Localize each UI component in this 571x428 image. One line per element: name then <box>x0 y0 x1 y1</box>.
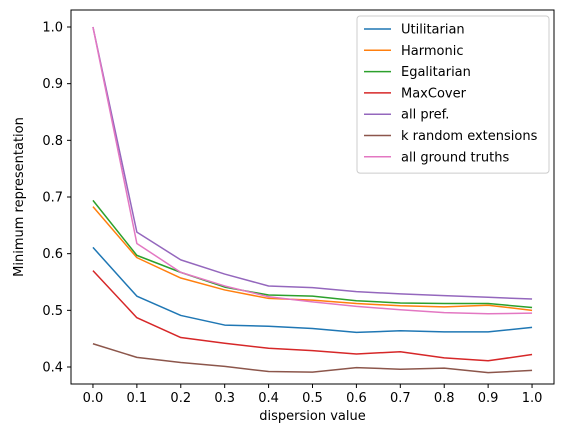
y-axis-label: Minimum representation <box>12 117 27 277</box>
y-axis-ticks: 0.4 0.5 0.6 0.7 0.8 0.9 1.0 <box>42 21 71 376</box>
x-tick-label: 0.4 <box>258 391 279 406</box>
y-tick-label: 0.6 <box>42 247 63 262</box>
series-line-0 <box>92 246 533 334</box>
y-tick-label: 1.0 <box>42 21 63 36</box>
y-tick-label: 0.4 <box>42 361 63 376</box>
x-tick-label: 0.1 <box>127 391 148 406</box>
x-tick-label: 1.0 <box>522 391 543 406</box>
y-tick-label: 0.8 <box>42 134 63 149</box>
x-tick-label: 0.8 <box>434 391 455 406</box>
legend: Utilitarian Harmonic Egalitarian MaxCover al… <box>356 15 550 174</box>
series-line-4 <box>92 26 533 300</box>
legend-entry-label: Harmonic <box>401 44 463 59</box>
y-tick-label: 0.9 <box>42 77 63 92</box>
series-line-2 <box>92 199 533 309</box>
series-line-1 <box>92 206 533 312</box>
y-tick-label: 0.7 <box>42 191 63 206</box>
series-line-5 <box>92 343 533 374</box>
x-tick-label: 0.9 <box>478 391 499 406</box>
series-lines <box>92 26 533 374</box>
x-tick-label: 0.7 <box>390 391 411 406</box>
legend-entry-label: k random extensions <box>401 129 538 144</box>
x-tick-label: 0.6 <box>346 391 367 406</box>
x-tick-label: 0.2 <box>170 391 191 406</box>
series-line-6 <box>92 26 533 315</box>
legend-entry-label: all pref. <box>401 108 449 123</box>
x-axis-label: dispersion value <box>259 409 365 424</box>
legend-box <box>356 15 550 174</box>
x-axis-ticks: 0.0 0.1 0.2 0.3 0.4 0.5 0.6 0.7 0.8 0.9 1.0 <box>83 384 543 406</box>
legend-entry-label: Utilitarian <box>401 23 465 38</box>
x-tick-label: 0.5 <box>302 391 323 406</box>
series-line-3 <box>92 270 533 362</box>
x-tick-label: 0.3 <box>214 391 235 406</box>
legend-entry-label: MaxCover <box>401 86 467 101</box>
legend-entry-label: Egalitarian <box>401 65 471 80</box>
legend-entry-label: all ground truths <box>401 150 509 165</box>
y-tick-label: 0.5 <box>42 304 63 319</box>
x-tick-label: 0.0 <box>83 391 104 406</box>
